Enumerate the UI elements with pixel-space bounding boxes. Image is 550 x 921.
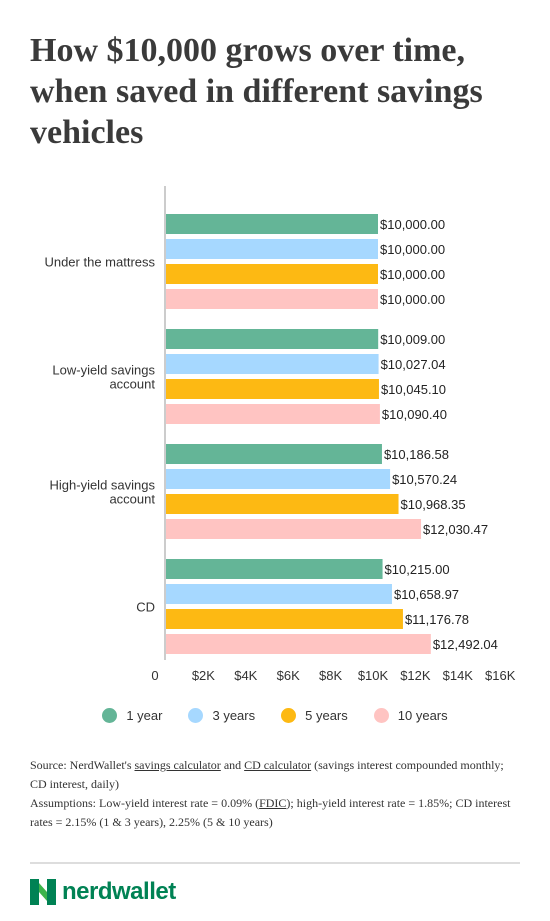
x-tick-label-10k: $10K bbox=[358, 668, 389, 683]
bar-under-the-mattress-5-years bbox=[166, 264, 378, 284]
legend-item-3-years: 3 years bbox=[188, 707, 256, 723]
legend-label-1-year: 1 year bbox=[126, 707, 163, 723]
legend-swatch-5-years bbox=[281, 707, 297, 723]
value-label-cd-10-years: $12,492.04 bbox=[433, 637, 498, 652]
value-label-high-yield-savings-account-10-years: $12,030.47 bbox=[423, 522, 488, 537]
bar-chart: $10,000.00 $10,009.00 $10,186.58 $10,215.00… bbox=[44, 186, 516, 683]
legend-label-3-years: 3 years bbox=[212, 707, 256, 723]
source-suffix: (savings interest compounded monthly; CD… bbox=[30, 758, 504, 791]
x-tick-label-12k: $12K bbox=[400, 668, 431, 683]
value-label-under-the-mattress-10-years: $10,000.00 bbox=[380, 292, 445, 307]
value-label-under-the-mattress-3-years: $10,000.00 bbox=[380, 242, 445, 257]
legend-label-5-years: 5 years bbox=[305, 707, 348, 723]
legend-item-5-years: 5 years bbox=[281, 707, 348, 723]
nerdwallet-wordmark: nerdwallet bbox=[62, 878, 176, 905]
value-label-high-yield-savings-account-5-years: $10,968.35 bbox=[401, 497, 466, 512]
category-label-high-yield-savings-account: High-yield savings account bbox=[50, 478, 156, 507]
legend-item-1-year: 1 year bbox=[102, 707, 163, 723]
nerdwallet-logo: nerdwallet bbox=[30, 878, 176, 906]
x-tick-label-16k: $16K bbox=[485, 668, 516, 683]
value-label-high-yield-savings-account-1-year: $10,186.58 bbox=[384, 447, 449, 462]
bar-under-the-mattress-1-year bbox=[166, 214, 378, 234]
assumptions-note: Assumptions: Low-yield interest rate = 0… bbox=[30, 794, 522, 832]
footnote: Source: NerdWallet's savings calculator … bbox=[30, 756, 522, 832]
bar-low-yield-savings-account-1-year bbox=[166, 329, 379, 349]
value-label-low-yield-savings-account-1-year: $10,009.00 bbox=[380, 332, 445, 347]
bar-high-yield-savings-account-10-years bbox=[166, 519, 422, 539]
value-label-low-yield-savings-account-5-years: $10,045.10 bbox=[381, 382, 446, 397]
legend-item-10-years: 10 years bbox=[373, 707, 448, 723]
assumptions-prefix: Assumptions: Low-yield interest rate = 0… bbox=[30, 796, 260, 810]
source-note: Source: NerdWallet's savings calculator … bbox=[30, 756, 522, 794]
category-label-under-the-mattress: Under the mattress bbox=[44, 255, 155, 270]
footer-divider bbox=[30, 862, 520, 864]
value-label-high-yield-savings-account-3-years: $10,570.24 bbox=[392, 472, 457, 487]
source-and: and bbox=[220, 758, 245, 772]
category-label-cd: CD bbox=[136, 600, 155, 615]
x-tick-label-14k: $14K bbox=[443, 668, 474, 683]
bar-high-yield-savings-account-5-years bbox=[166, 494, 399, 514]
legend-swatch-3-years bbox=[188, 707, 204, 723]
bar-high-yield-savings-account-3-years bbox=[166, 469, 391, 489]
value-label-cd-5-years: $11,176.78 bbox=[405, 612, 469, 627]
bar-cd-3-years bbox=[166, 584, 392, 604]
bar-low-yield-savings-account-5-years bbox=[166, 379, 379, 399]
x-tick-label-0: 0 bbox=[151, 668, 158, 683]
bar-high-yield-savings-account-1-year bbox=[166, 444, 382, 464]
x-tick-label-2k: $2K bbox=[192, 668, 215, 683]
category-label-low-yield-savings-account: Low-yield savings account bbox=[52, 363, 155, 392]
chart-title: How $10,000 grows over time, when saved … bbox=[30, 32, 483, 151]
assumptions-suffix: ); high-yield interest rate = 1.85%; CD … bbox=[30, 796, 511, 829]
savings-calculator-link[interactable]: savings calculator bbox=[134, 758, 221, 772]
legend-swatch-1-year bbox=[102, 707, 118, 723]
legend-label-10-years: 10 years bbox=[397, 707, 448, 723]
bar-cd-5-years bbox=[166, 609, 403, 629]
legend-swatch-10-years bbox=[373, 707, 389, 723]
value-label-under-the-mattress-1-year: $10,000.00 bbox=[380, 217, 445, 232]
value-label-cd-1-year: $10,215.00 bbox=[385, 562, 450, 577]
bar-low-yield-savings-account-10-years bbox=[166, 404, 380, 424]
x-tick-label-8k: $8K bbox=[319, 668, 342, 683]
bar-under-the-mattress-3-years bbox=[166, 239, 378, 259]
bar-low-yield-savings-account-3-years bbox=[166, 354, 379, 374]
cd-calculator-link[interactable]: CD calculator bbox=[244, 758, 312, 772]
chart-legend: 1 year 3 years 5 years 10 years bbox=[0, 705, 550, 725]
nerdwallet-n-icon bbox=[30, 879, 56, 905]
value-label-low-yield-savings-account-3-years: $10,027.04 bbox=[381, 357, 446, 372]
source-prefix: Source: NerdWallet's bbox=[30, 758, 135, 772]
value-label-under-the-mattress-5-years: $10,000.00 bbox=[380, 267, 445, 282]
x-tick-label-6k: $6K bbox=[277, 668, 300, 683]
bar-under-the-mattress-10-years bbox=[166, 289, 378, 309]
value-label-cd-3-years: $10,658.97 bbox=[394, 587, 459, 602]
bar-cd-1-year bbox=[166, 559, 383, 579]
value-label-low-yield-savings-account-10-years: $10,090.40 bbox=[382, 407, 447, 422]
x-tick-label-4k: $4K bbox=[234, 668, 257, 683]
bar-cd-10-years bbox=[166, 634, 431, 654]
fdic-link[interactable]: FDIC bbox=[259, 796, 287, 810]
